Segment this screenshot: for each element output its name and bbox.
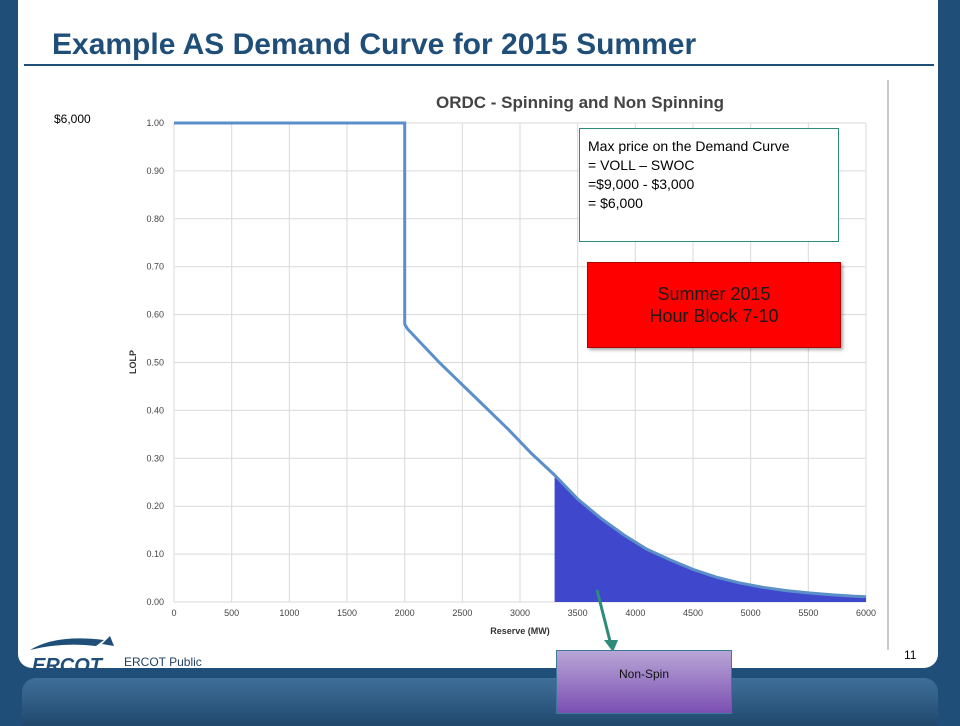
title-divider [24, 64, 934, 66]
x-tick-label: 5000 [741, 608, 761, 618]
y-tick-label: 1.00 [146, 118, 164, 128]
footer-label: ERCOT Public [124, 655, 202, 669]
annotation-line: = VOLL – SWOC [588, 157, 695, 173]
ercot-logo: ERCOT [30, 636, 114, 677]
y-tick-label: 0.20 [146, 501, 164, 511]
bottom-band [22, 678, 938, 726]
callout-arrow-head [604, 640, 618, 652]
season-label-box: Summer 2015 Hour Block 7-10 [587, 262, 841, 348]
callout-arrow [595, 589, 613, 646]
x-tick-labels: 0 500 1000 1500 2000 2500 3000 3500 4000 4500 5000… [171, 608, 876, 618]
x-tick-label: 6000 [856, 608, 876, 618]
logo-wordmark: ERCOT [32, 655, 104, 677]
hour-block-label: Hour Block 7-10 [649, 306, 779, 326]
y-tick-labels: 0.00 0.10 0.20 0.30 0.40 0.50 0.60 0.70 0.80 0.90… [146, 118, 164, 607]
x-tick-label: 4000 [625, 608, 645, 618]
y-tick-label: 0.40 [146, 405, 164, 415]
slide-title: Example AS Demand Curve for 2015 Summer [52, 28, 697, 61]
annotation-line: = $6,000 [588, 195, 643, 211]
x-tick-label: 2000 [395, 608, 415, 618]
x-tick-label: 500 [224, 608, 239, 618]
y-tick-label: 0.50 [146, 358, 164, 368]
x-tick-label: 1000 [279, 608, 299, 618]
y-tick-label: 0.90 [146, 166, 164, 176]
y-tick-label: 0.10 [146, 549, 164, 559]
x-tick-label: 5500 [798, 608, 818, 618]
annotation-line: Max price on the Demand Curve [588, 138, 790, 154]
season-label: Summer 2015 [657, 284, 771, 304]
ordc-curve [174, 121, 867, 599]
y-tick-label: 0.70 [146, 262, 164, 272]
logo-swoosh [30, 638, 104, 650]
y-axis-label: LOLP [128, 350, 138, 374]
max-price-label: $6,000 [54, 112, 91, 126]
y-tick-label: 0.30 [146, 453, 164, 463]
x-tick-label: 3000 [510, 608, 530, 618]
y-tick-label: 0.60 [146, 310, 164, 320]
logo-arrow [102, 636, 114, 646]
y-tick-label: 0.00 [146, 597, 164, 607]
chart-title: ORDC - Spinning and Non Spinning [436, 93, 724, 112]
x-tick-label: 0 [171, 608, 176, 618]
x-tick-label: 1500 [337, 608, 357, 618]
non-spin-callout: Non-Spin [556, 650, 732, 714]
non-spin-shaded-area [554, 475, 866, 602]
x-tick-label: 4500 [683, 608, 703, 618]
x-tick-label: 2500 [452, 608, 472, 618]
annotation-line: =$9,000 - $3,000 [588, 176, 695, 192]
page-number: 11 [904, 648, 917, 662]
x-tick-label: 3500 [568, 608, 588, 618]
y-tick-label: 0.80 [146, 214, 164, 224]
x-axis-label: Reserve (MW) [490, 626, 550, 636]
max-price-annotation: Max price on the Demand Curve = VOLL – S… [579, 128, 839, 242]
